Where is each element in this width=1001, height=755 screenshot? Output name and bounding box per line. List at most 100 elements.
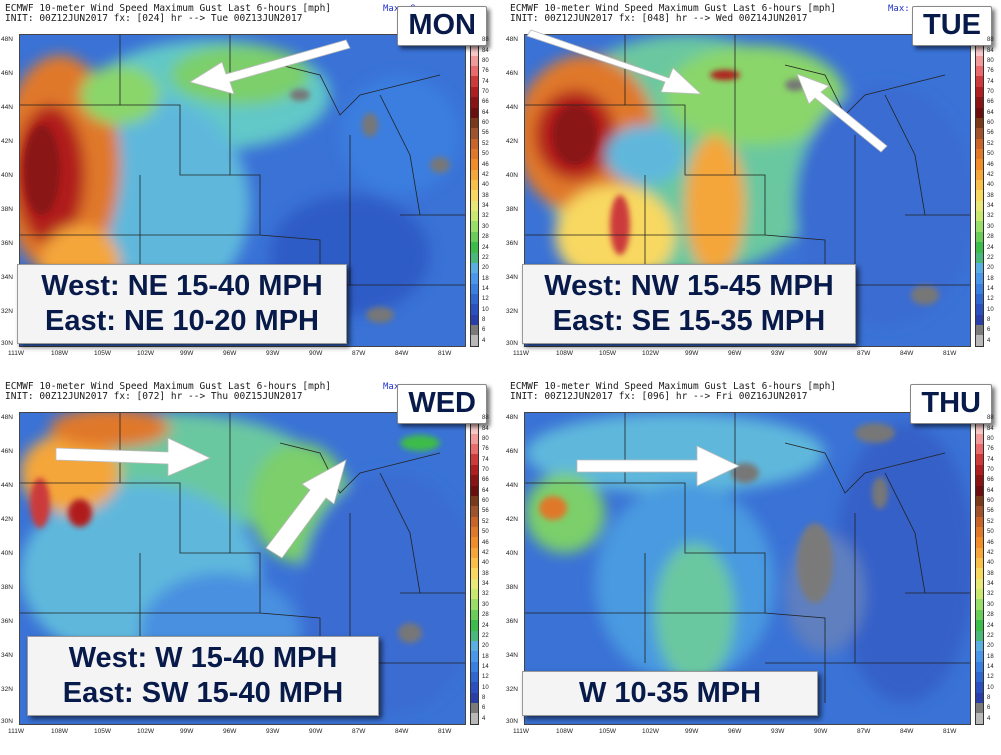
lon-label: 84W [900, 728, 914, 735]
colorbar-segment [471, 516, 478, 527]
colorbar-segment [976, 651, 983, 662]
colorbar-tick-label: 28 [987, 612, 994, 619]
lat-label: 40N [1, 172, 13, 179]
colorbar-tick-label: 50 [987, 529, 994, 536]
lon-label: 93W [266, 728, 280, 735]
lon-label: 102W [137, 728, 154, 735]
colorbar-segment [471, 640, 478, 652]
lon-label: 102W [137, 350, 154, 357]
colorbar-segment [471, 304, 478, 315]
colorbar-tick-label: 40 [987, 560, 994, 567]
lon-label: 84W [900, 350, 914, 357]
lon-label: 96W [728, 350, 742, 357]
colorbar-tick-label: 64 [987, 109, 994, 116]
colorbar-segment [976, 55, 983, 67]
lon-label: 108W [556, 728, 573, 735]
colorbar-segment [976, 661, 983, 672]
colorbar-segment [471, 200, 478, 212]
colorbar-tick-label: 52 [987, 140, 994, 147]
lon-label: 111W [513, 350, 530, 357]
colorbar-tick-label: 6 [987, 327, 991, 334]
colorbar-tick-label: 10 [482, 684, 489, 691]
colorbar-segment [976, 231, 983, 243]
forecast-line: W 10-35 MPH [578, 677, 762, 709]
colorbar-segment [976, 107, 983, 118]
lon-label: 111W [513, 728, 530, 735]
colorbar-tick-label: 28 [482, 234, 489, 241]
lon-label: 96W [728, 728, 742, 735]
lat-label: 38N [506, 584, 518, 591]
lon-label: 105W [599, 350, 616, 357]
lat-label: 38N [506, 206, 518, 213]
lon-label: 102W [642, 728, 659, 735]
panel-thu: ECMWF 10-meter Wind Speed Maximum Gust L… [505, 378, 1000, 750]
colorbar-tick-label: 88 [482, 37, 489, 44]
lon-label: 111W [8, 350, 25, 357]
colorbar-tick-label: 6 [987, 705, 991, 712]
colorbar-tick-label: 56 [987, 508, 994, 515]
colorbar-tick-label: 20 [482, 265, 489, 272]
lat-label: 32N [1, 308, 13, 315]
colorbar-tick-label: 60 [482, 498, 489, 505]
lat-label: 42N [506, 516, 518, 523]
colorbar-tick-label: 42 [987, 549, 994, 556]
forecast-box: West: NE 15-40 MPH East: NE 10-20 MPH [17, 264, 347, 344]
lon-label: 96W [223, 728, 237, 735]
forecast-line: West: NE 15-40 MPH [41, 270, 323, 302]
forecast-line: East: SW 15-40 MPH [62, 677, 344, 709]
colorbar-segment [471, 335, 478, 346]
colorbar-segment [471, 671, 478, 683]
panel-header-title: ECMWF 10-meter Wind Speed Maximum Gust L… [510, 381, 837, 392]
colorbar-tick-label: 12 [482, 674, 489, 681]
lon-label: 108W [51, 350, 68, 357]
colorbar-segment [471, 283, 478, 294]
colorbar-segment [976, 117, 983, 129]
colorbar-segment [471, 252, 478, 263]
colorbar-tick-label: 56 [482, 508, 489, 515]
colorbar-segment [471, 86, 478, 98]
lon-label: 99W [685, 728, 699, 735]
colorbar-segment [471, 45, 478, 56]
lon-label: 105W [599, 728, 616, 735]
colorbar [470, 412, 479, 725]
lat-label: 30N [506, 718, 518, 725]
colorbar-tick-label: 24 [987, 622, 994, 629]
lat-label: 40N [1, 550, 13, 557]
lat-label: 36N [1, 618, 13, 625]
colorbar-tick-label: 40 [482, 182, 489, 189]
colorbar-segment [976, 703, 983, 714]
colorbar-segment [976, 221, 983, 232]
panel-wed: ECMWF 10-meter Wind Speed Maximum Gust L… [0, 378, 495, 750]
colorbar-segment [471, 423, 478, 434]
colorbar-tick-label: 60 [482, 120, 489, 127]
colorbar-segment [976, 283, 983, 294]
lon-label: 105W [94, 728, 111, 735]
panel-header-title: ECMWF 10-meter Wind Speed Maximum Gust L… [5, 381, 332, 392]
colorbar-tick-label: 10 [987, 306, 994, 313]
colorbar-tick-label: 56 [482, 130, 489, 137]
day-label: MON [397, 6, 487, 46]
panel-header-title: ECMWF 10-meter Wind Speed Maximum Gust L… [5, 3, 332, 14]
panel-header-init: INIT: 00Z12JUN2017 fx: [048] hr --> Wed … [510, 13, 808, 24]
colorbar-tick-label: 34 [482, 581, 489, 588]
lat-label: 44N [506, 482, 518, 489]
colorbar-segment [976, 485, 983, 496]
lat-label: 46N [506, 448, 518, 455]
colorbar-tick-label: 66 [482, 477, 489, 484]
wind-gust-map [524, 34, 971, 347]
colorbar-segment [471, 713, 478, 724]
colorbar-segment [471, 526, 478, 538]
colorbar-segment [976, 76, 983, 87]
colorbar-segment [976, 589, 983, 600]
colorbar-tick-label: 10 [987, 684, 994, 691]
colorbar-segment [471, 262, 478, 274]
colorbar-segment [471, 651, 478, 662]
colorbar-tick-label: 34 [482, 203, 489, 210]
colorbar-segment [976, 609, 983, 621]
colorbar-segment [976, 314, 983, 326]
colorbar-segment [976, 159, 983, 170]
lon-label: 108W [556, 350, 573, 357]
colorbar-segment [471, 630, 478, 641]
colorbar-segment [471, 692, 478, 704]
colorbar-segment [471, 180, 478, 191]
